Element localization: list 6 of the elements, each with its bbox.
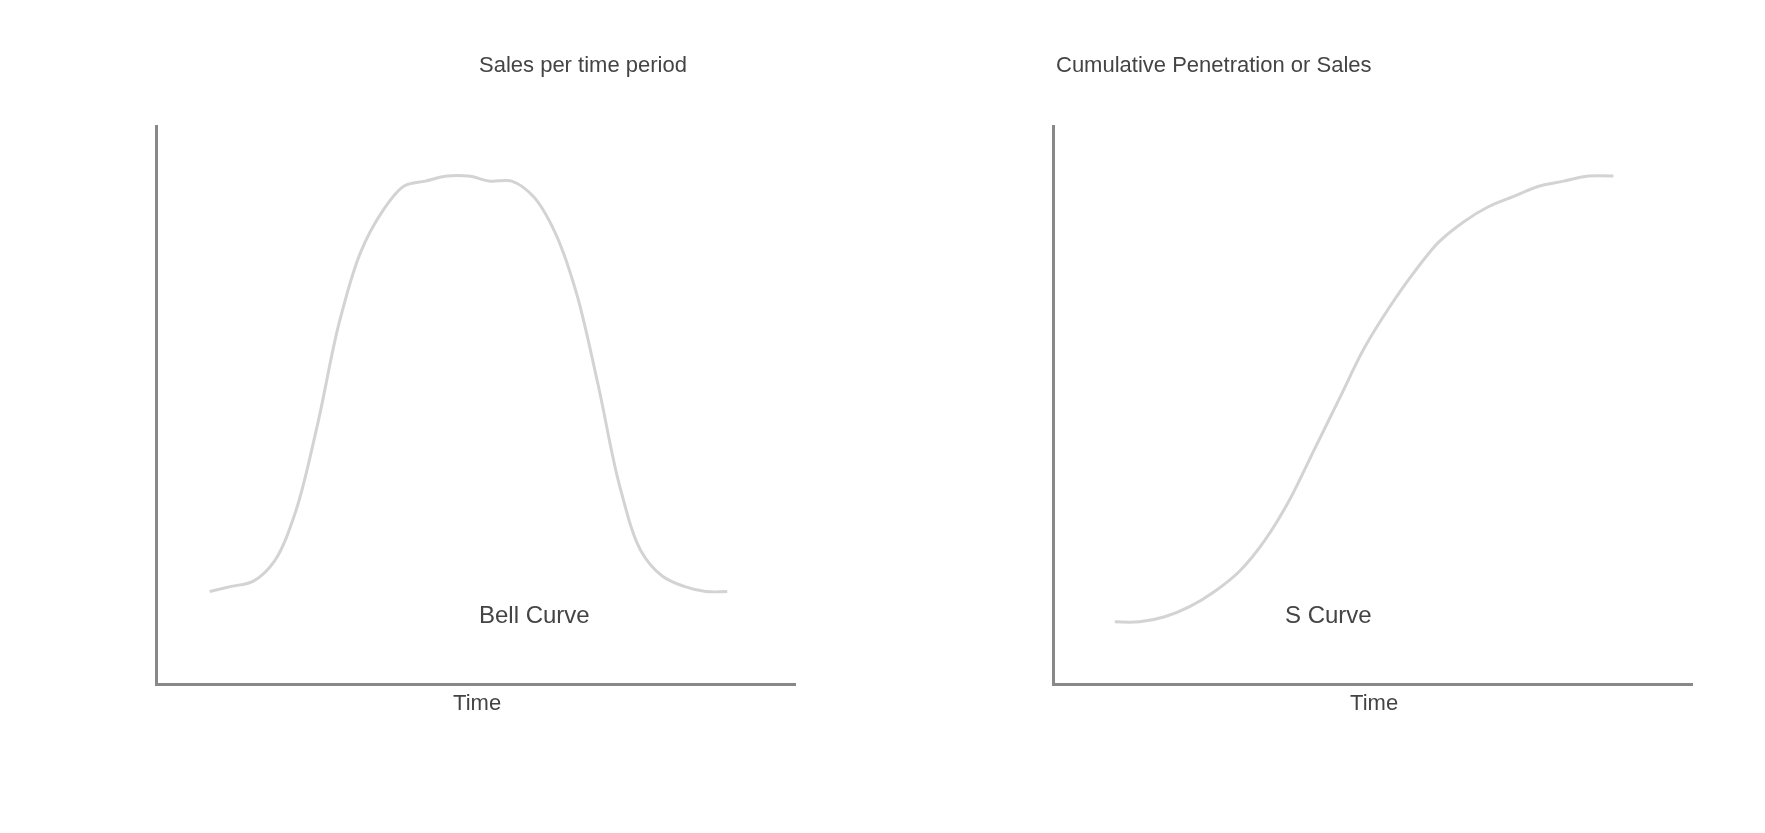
x-axis-title: Time bbox=[453, 689, 502, 715]
chart-title: Sales per time period bbox=[479, 52, 687, 77]
annotation: Bell Curve bbox=[479, 601, 590, 628]
chart-title: Cumulative Penetration or Sales bbox=[1056, 52, 1372, 77]
annotation: S Curve bbox=[1285, 601, 1372, 628]
x-axis-title: Time bbox=[1350, 689, 1399, 715]
